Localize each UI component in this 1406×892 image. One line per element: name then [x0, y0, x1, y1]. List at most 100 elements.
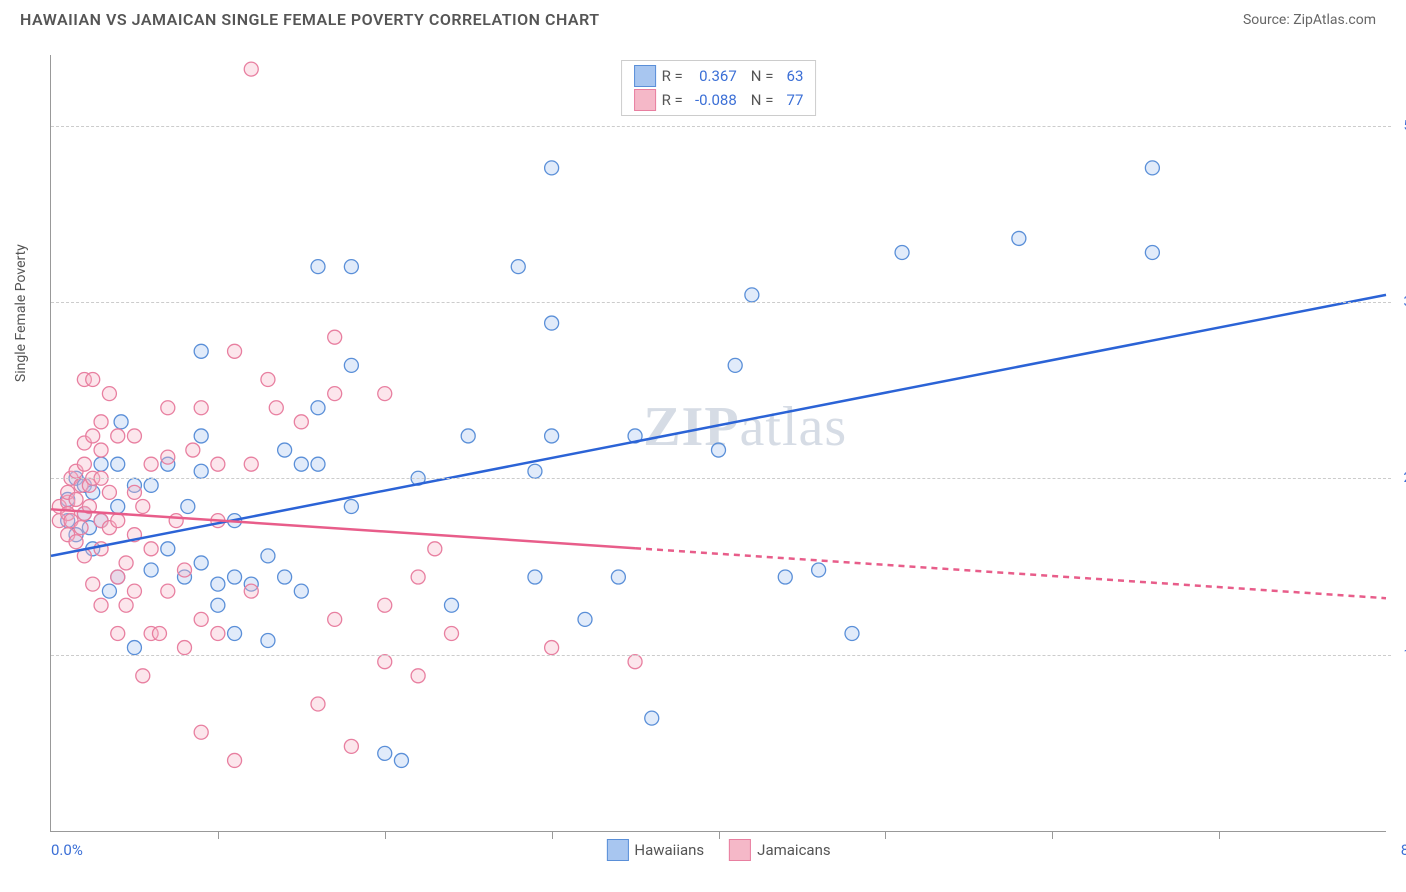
data-point	[745, 288, 759, 302]
data-point	[111, 626, 125, 640]
data-point	[344, 739, 358, 753]
data-point	[211, 457, 225, 471]
data-point	[144, 542, 158, 556]
data-point	[812, 563, 826, 577]
data-point	[194, 429, 208, 443]
x-min-label: 0.0%	[51, 841, 83, 859]
data-point	[378, 655, 392, 669]
data-point	[127, 641, 141, 655]
data-point	[344, 358, 358, 372]
data-point	[511, 260, 525, 274]
data-point	[261, 549, 275, 563]
data-point	[152, 626, 166, 640]
data-point	[328, 330, 342, 344]
data-point	[378, 746, 392, 760]
gridline	[51, 126, 1391, 127]
data-point	[545, 641, 559, 655]
data-point	[161, 450, 175, 464]
data-point	[294, 457, 308, 471]
r-value: 0.367	[687, 67, 737, 85]
data-point	[94, 415, 108, 429]
legend-series-item: Jamaicans	[729, 839, 830, 861]
x-tick	[719, 831, 720, 839]
gridline	[51, 478, 1391, 479]
data-point	[136, 669, 150, 683]
data-point	[194, 344, 208, 358]
data-point	[94, 457, 108, 471]
plot-area	[51, 55, 1386, 831]
series-legend: Hawaiians Jamaicans	[606, 839, 830, 861]
data-point	[178, 563, 192, 577]
data-point	[136, 499, 150, 513]
data-point	[127, 485, 141, 499]
data-point	[1145, 161, 1159, 175]
data-point	[1145, 246, 1159, 260]
data-point	[69, 535, 83, 549]
x-tick	[385, 831, 386, 839]
data-point	[611, 570, 625, 584]
data-point	[86, 373, 100, 387]
r-label: R =	[662, 91, 683, 109]
x-tick	[218, 831, 219, 839]
data-point	[127, 429, 141, 443]
x-tick	[885, 831, 886, 839]
legend-swatch	[606, 839, 628, 861]
data-point	[111, 429, 125, 443]
legend-series-label: Hawaiians	[634, 841, 704, 859]
data-point	[294, 415, 308, 429]
data-point	[86, 577, 100, 591]
data-point	[269, 401, 283, 415]
source-credit: Source: ZipAtlas.com	[1243, 12, 1376, 28]
source-link[interactable]: ZipAtlas.com	[1293, 12, 1376, 28]
x-tick	[1052, 831, 1053, 839]
gridline	[51, 302, 1391, 303]
data-point	[778, 570, 792, 584]
trend-line-extrapolated	[635, 548, 1386, 598]
legend-swatch	[634, 89, 656, 111]
data-point	[161, 401, 175, 415]
data-point	[411, 669, 425, 683]
data-point	[311, 401, 325, 415]
gridline	[51, 655, 1391, 656]
data-point	[144, 563, 158, 577]
data-point	[102, 584, 116, 598]
legend-series-item: Hawaiians	[606, 839, 704, 861]
data-point	[86, 429, 100, 443]
r-label: R =	[662, 67, 683, 85]
data-point	[228, 570, 242, 584]
data-point	[111, 457, 125, 471]
legend-stats-box: R =0.367N =63R =-0.088N =77	[621, 60, 817, 116]
data-point	[102, 387, 116, 401]
data-point	[528, 464, 542, 478]
data-point	[712, 443, 726, 457]
data-point	[545, 429, 559, 443]
x-tick	[1219, 831, 1220, 839]
data-point	[445, 598, 459, 612]
data-point	[328, 387, 342, 401]
data-point	[394, 753, 408, 767]
data-point	[645, 711, 659, 725]
n-value: 63	[777, 67, 803, 85]
data-point	[344, 499, 358, 513]
data-point	[578, 612, 592, 626]
data-point	[895, 246, 909, 260]
data-point	[194, 725, 208, 739]
legend-swatch	[729, 839, 751, 861]
trend-line	[51, 295, 1386, 556]
data-point	[428, 542, 442, 556]
x-tick	[552, 831, 553, 839]
data-point	[445, 626, 459, 640]
data-point	[845, 626, 859, 640]
n-label: N =	[751, 67, 774, 85]
data-point	[211, 577, 225, 591]
data-point	[228, 753, 242, 767]
data-point	[211, 598, 225, 612]
data-point	[111, 514, 125, 528]
page-title: HAWAIIAN VS JAMAICAN SINGLE FEMALE POVER…	[20, 10, 600, 29]
data-point	[545, 161, 559, 175]
data-point	[244, 62, 258, 76]
data-point	[194, 612, 208, 626]
data-point	[102, 485, 116, 499]
data-point	[94, 598, 108, 612]
data-point	[144, 478, 158, 492]
